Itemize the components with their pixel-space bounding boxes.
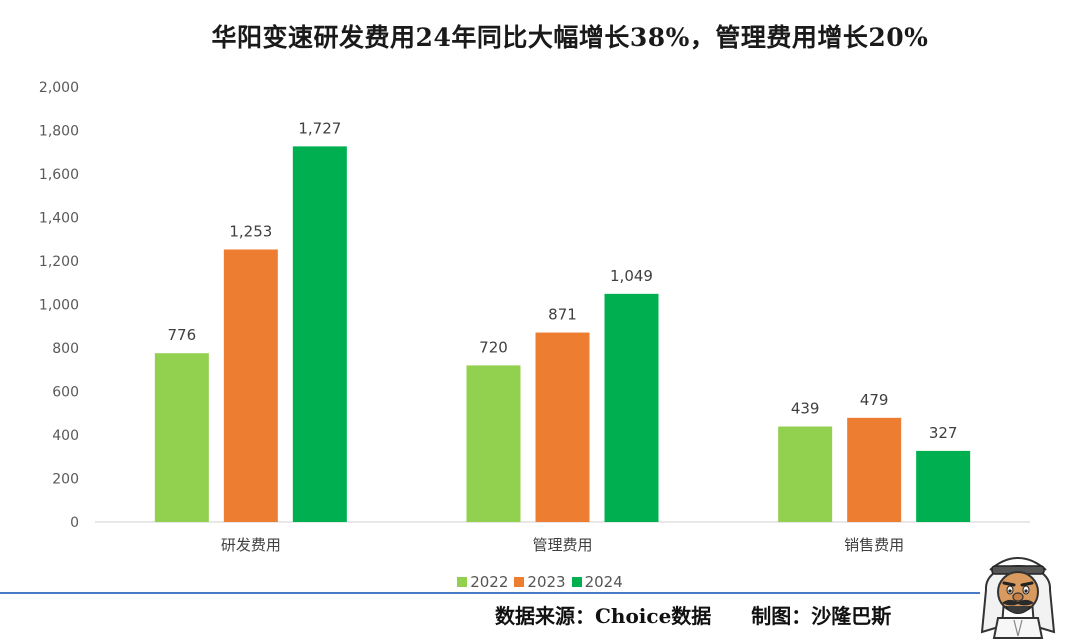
bar-2024-2 bbox=[916, 450, 971, 522]
bar-2024-1 bbox=[604, 293, 659, 522]
data-label: 720 bbox=[479, 338, 508, 356]
data-label: 871 bbox=[548, 306, 577, 324]
y-tick-label: 400 bbox=[52, 428, 79, 444]
bar-2022-0 bbox=[154, 353, 209, 522]
legend-label: 2022 bbox=[470, 573, 509, 591]
y-tick-label: 1,800 bbox=[39, 124, 79, 140]
legend-item-2023: 2023 bbox=[514, 573, 566, 591]
data-label: 1,049 bbox=[610, 267, 653, 285]
footer-divider bbox=[0, 592, 980, 594]
data-label: 1,253 bbox=[229, 222, 272, 240]
bar-2022-2 bbox=[778, 426, 833, 522]
bar-chart: 0 200 400 600 800 1,000 1,200 1,400 1,600 1,800 2,… bbox=[39, 80, 1030, 554]
y-tick-label: 0 bbox=[70, 515, 79, 531]
bar-2024-0 bbox=[292, 146, 347, 522]
legend-item-2022: 2022 bbox=[457, 573, 508, 591]
legend-item-2024: 2024 bbox=[571, 573, 623, 591]
data-label: 327 bbox=[929, 424, 958, 442]
category-label: 研发费用 bbox=[221, 536, 281, 554]
y-tick-label: 1,000 bbox=[39, 298, 79, 314]
legend: 2022 2023 2024 bbox=[0, 573, 1080, 591]
category-label: 销售费用 bbox=[844, 536, 904, 554]
legend-label: 2023 bbox=[527, 573, 566, 591]
legend-swatch bbox=[514, 577, 525, 587]
bar-2023-1 bbox=[535, 332, 590, 522]
cartoon-man-with-headscarf-icon bbox=[980, 557, 1056, 639]
data-label: 439 bbox=[791, 400, 820, 418]
y-tick-label: 200 bbox=[52, 472, 79, 488]
chart-title: 华阳变速研发费用24年同比大幅增长38%，管理费用增长20% bbox=[211, 23, 929, 52]
legend-label: 2024 bbox=[584, 573, 623, 591]
data-label: 479 bbox=[860, 391, 889, 409]
source-credit: 数据来源：Choice数据 制图：沙隆巴斯 bbox=[495, 604, 892, 628]
bar-2023-0 bbox=[223, 249, 278, 522]
y-tick-label: 1,200 bbox=[39, 254, 79, 270]
bar-2022-1 bbox=[466, 365, 521, 522]
y-tick-label: 800 bbox=[52, 341, 79, 357]
y-tick-label: 1,600 bbox=[39, 167, 79, 183]
data-label: 1,727 bbox=[298, 119, 341, 137]
y-tick-label: 2,000 bbox=[39, 80, 79, 96]
bar-2023-2 bbox=[847, 417, 902, 522]
y-tick-label: 600 bbox=[52, 385, 79, 401]
legend-swatch bbox=[457, 577, 468, 587]
legend-swatch bbox=[571, 577, 582, 587]
y-tick-label: 1,400 bbox=[39, 211, 79, 227]
data-label: 776 bbox=[168, 326, 197, 344]
category-label: 管理费用 bbox=[532, 536, 592, 554]
